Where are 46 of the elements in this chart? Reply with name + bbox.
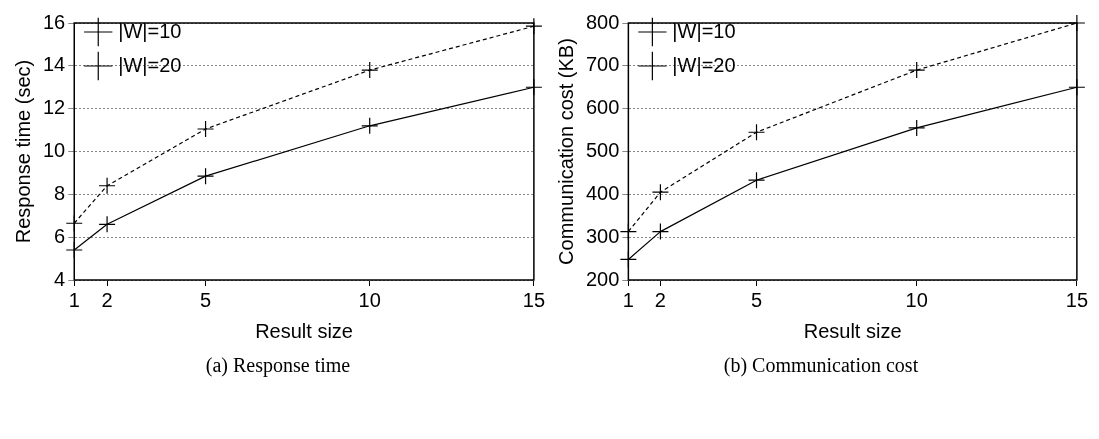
legend-label: |W|=20 xyxy=(672,53,736,76)
y-tick-label: 300 xyxy=(585,224,620,247)
text: (b) Communication cost xyxy=(722,354,920,377)
y-axis-title: Communication cost (KB) xyxy=(554,38,577,265)
y-tick-label: 700 xyxy=(585,53,620,76)
y-tick-label: 400 xyxy=(585,181,620,204)
point xyxy=(98,215,116,233)
x-tick-label: 2 xyxy=(101,288,113,311)
y-tick-label: 10 xyxy=(43,139,66,162)
x-tick-label: 15 xyxy=(522,288,545,311)
point xyxy=(908,119,926,137)
y-tick-label: 4 xyxy=(54,267,66,290)
point xyxy=(747,123,766,141)
legend-label: |W|=20 xyxy=(118,53,182,76)
x-tick-label: 2 xyxy=(654,288,666,311)
y-axis-title: Response time (sec) xyxy=(11,59,34,244)
point xyxy=(651,223,670,241)
x-tick-label: 5 xyxy=(750,288,763,311)
y-tick-label: 200 xyxy=(585,267,620,290)
y-tick-label: 500 xyxy=(585,139,620,162)
point xyxy=(196,120,215,138)
x-tick-label: 1 xyxy=(622,288,634,311)
y-tick-label: 600 xyxy=(585,96,620,119)
y-tick-label: 16 xyxy=(43,10,66,33)
legend-label: |W|=10 xyxy=(672,19,736,42)
y-tick-label: 8 xyxy=(54,181,66,204)
point xyxy=(98,177,116,195)
point xyxy=(361,61,379,79)
y-tick-label: 6 xyxy=(54,224,66,247)
text: (a) Response time xyxy=(204,354,352,377)
x-tick-label: 1 xyxy=(68,288,80,311)
point xyxy=(908,61,926,79)
y-tick-label: 14 xyxy=(43,53,66,76)
point xyxy=(361,117,379,135)
x-axis-title: Result size xyxy=(803,319,902,342)
x-tick-label: 10 xyxy=(358,288,381,311)
point xyxy=(651,183,670,201)
point xyxy=(747,171,766,189)
x-axis-title: Result size xyxy=(255,319,353,342)
legend-label: |W|=10 xyxy=(118,19,182,42)
x-tick-label: 5 xyxy=(200,288,212,311)
x-tick-label: 15 xyxy=(1065,288,1088,311)
y-tick-label: 12 xyxy=(43,96,66,119)
x-tick-label: 10 xyxy=(905,288,928,311)
y-tick-label: 800 xyxy=(585,10,620,33)
point xyxy=(196,167,215,185)
